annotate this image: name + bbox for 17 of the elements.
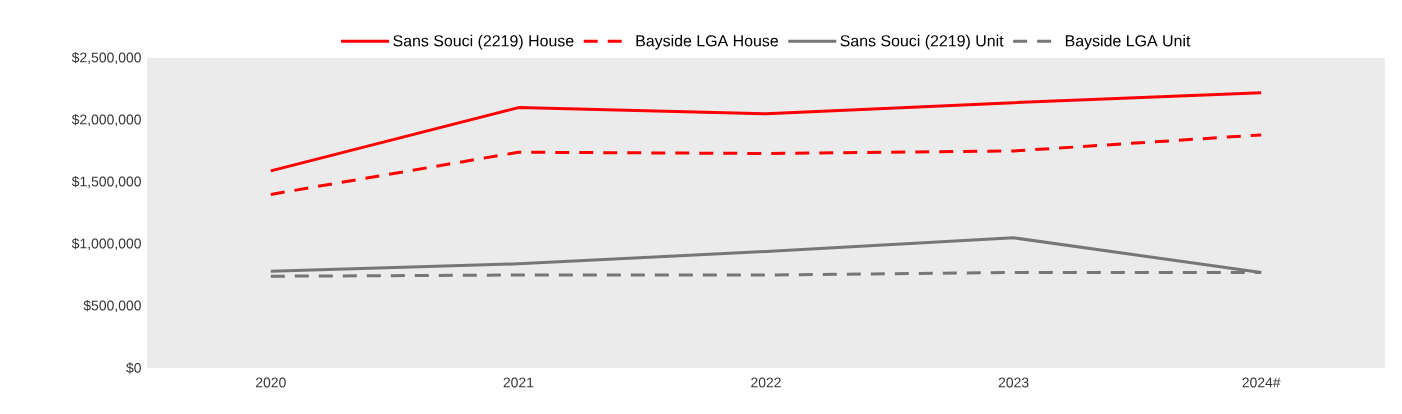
y-tick-label: $0 <box>126 362 141 374</box>
x-tick-label: 2023 <box>998 377 1029 388</box>
line-series <box>269 91 1263 173</box>
legend-label: Bayside LGA House <box>636 34 778 50</box>
y-tick-label: $1,000,000 <box>71 237 141 251</box>
line-series <box>269 133 1263 196</box>
x-tick-label: 2020 <box>256 377 286 388</box>
x-tick-label: 2024# <box>1242 377 1281 388</box>
legend-label: Bayside LGA Unit <box>1065 34 1191 50</box>
x-tick-label: 2021 <box>503 377 534 388</box>
x-tick-label: 2022 <box>751 377 781 388</box>
legend-label: Sans Souci (2219) Unit <box>840 34 1004 50</box>
legend-label: Sans Souci (2219) House <box>393 34 574 50</box>
y-tick-label: $1,500,000 <box>71 175 141 189</box>
y-tick-label: $2,500,000 <box>71 51 141 65</box>
y-tick-label: $500,000 <box>83 299 141 313</box>
y-tick-label: $2,000,000 <box>71 113 141 127</box>
